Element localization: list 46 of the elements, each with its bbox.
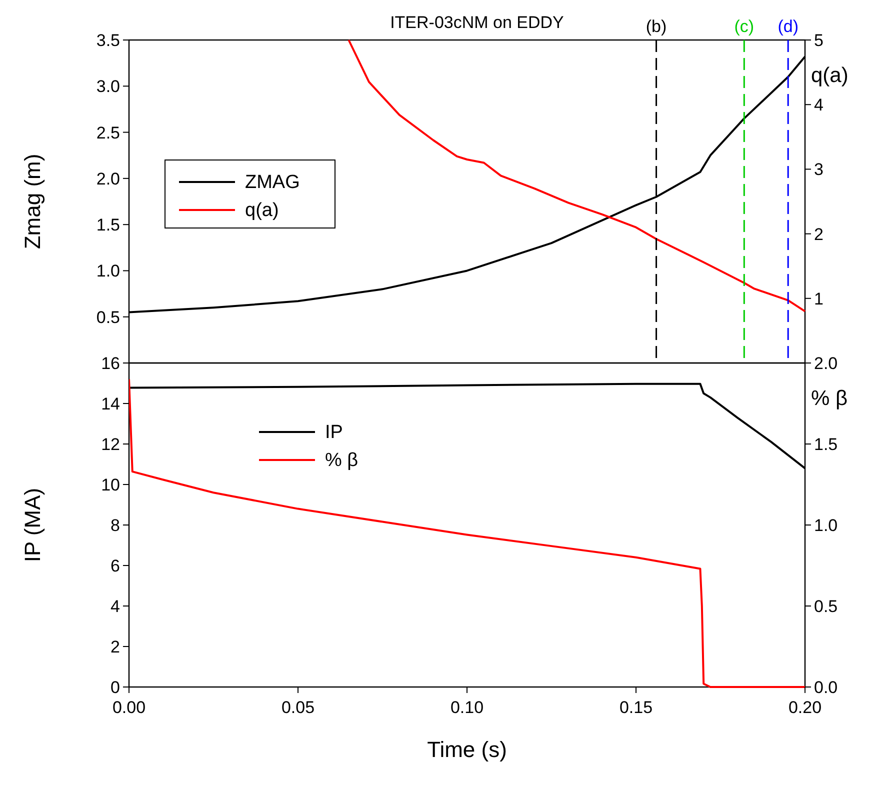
y2-tick-label: 5 (814, 31, 824, 50)
x-tick-label: 0.20 (788, 698, 822, 717)
x-tick-label: 0.05 (281, 698, 315, 717)
y-tick-label: 2.0 (96, 169, 120, 188)
y2-tick-label: 4 (814, 96, 824, 115)
y-tick-label: 14 (101, 394, 120, 414)
legend-label: % β (325, 450, 358, 471)
line-series (129, 378, 806, 688)
y-tick-label: 12 (101, 435, 120, 454)
y2-tick-label: 0.5 (814, 597, 838, 616)
x-tick-label: 0.15 (619, 698, 653, 717)
x-tick-label: 0.00 (112, 698, 146, 717)
chart-title: ITER-03cNM on EDDY (390, 13, 564, 32)
y2-tick-label: 1 (814, 289, 824, 308)
y-axis-title: IP (MA) (20, 488, 45, 562)
y-tick-label: 0 (110, 678, 120, 697)
y-tick-label: 1.0 (96, 262, 120, 281)
y-tick-label: 1.5 (96, 216, 120, 235)
y2-tick-label: 1.5 (814, 435, 838, 454)
x-tick-label: 0.10 (450, 698, 484, 717)
y-tick-label: 2 (110, 638, 120, 656)
y2-axis-title: q(a) (811, 64, 848, 87)
y-tick-label: 8 (110, 516, 120, 535)
legend-label: q(a) (245, 200, 279, 221)
y-tick-label: 2.5 (96, 123, 120, 142)
legend-label: IP (325, 422, 343, 443)
y-axis-title: Zmag (m) (20, 154, 45, 250)
y2-tick-label: 2.0 (814, 354, 838, 373)
y-tick-label: 16 (101, 354, 120, 373)
x-axis-title: Time (s) (427, 737, 507, 762)
y-tick-label: 3.5 (96, 31, 120, 50)
y2-tick-label: 1.0 (814, 516, 838, 535)
y-tick-label: 10 (101, 476, 120, 494)
y2-tick-label: 2 (814, 224, 824, 244)
y2-tick-label: 0.0 (814, 678, 838, 697)
y2-axis-title: % β (811, 387, 848, 410)
y-tick-label: 3.0 (96, 77, 120, 96)
y-tick-label: 4 (110, 597, 120, 616)
ref-line-label: (d) (778, 17, 798, 36)
y2-tick-label: 3 (814, 160, 824, 180)
y-tick-label: 0.5 (96, 308, 120, 327)
ref-line-label: (b) (646, 17, 667, 36)
ref-line-label: (c) (734, 17, 754, 36)
y-tick-label: 6 (110, 556, 120, 576)
legend-label: ZMAG (245, 172, 300, 193)
line-series (348, 39, 806, 312)
